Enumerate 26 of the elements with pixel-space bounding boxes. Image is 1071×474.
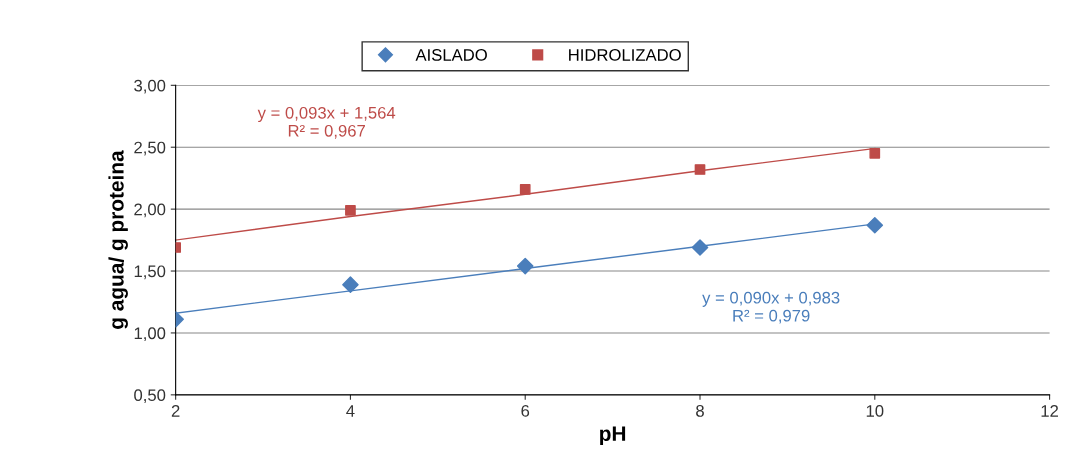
- x-tick-label: 4: [346, 405, 355, 417]
- x-tick-label: 6: [521, 405, 530, 417]
- y-tick-label: 0,50: [134, 389, 166, 404]
- y-tick-label: 1,00: [134, 327, 166, 342]
- y-axis-title: g agua/ g proteina: [108, 150, 128, 329]
- point: [694, 164, 706, 175]
- y-tick-label: 2,50: [134, 141, 166, 156]
- annotation: y = 0,093x + 1,564 R² = 0,967: [257, 106, 396, 139]
- x-tick-label: 8: [696, 405, 704, 417]
- y-tick-label: 2,00: [134, 203, 166, 218]
- point: [519, 183, 531, 195]
- x-tick-label: 12: [1041, 405, 1059, 417]
- x-tick-label: 10: [866, 405, 884, 417]
- point: [691, 239, 709, 256]
- x-tick-label: 2: [171, 405, 180, 417]
- point: [869, 148, 881, 159]
- y-tick-label: 1,50: [134, 265, 166, 280]
- legend-label: HIDROLIZADO: [569, 49, 681, 61]
- annotation: y = 0,090x + 0,983 R² = 0,979: [702, 291, 840, 324]
- x-axis-title: pH: [600, 426, 626, 446]
- point: [342, 276, 359, 293]
- legend-label: AISLADO: [415, 49, 487, 61]
- y-tick-label: 3,00: [134, 79, 166, 94]
- point: [866, 216, 884, 234]
- point: [345, 205, 356, 216]
- point: [516, 257, 534, 275]
